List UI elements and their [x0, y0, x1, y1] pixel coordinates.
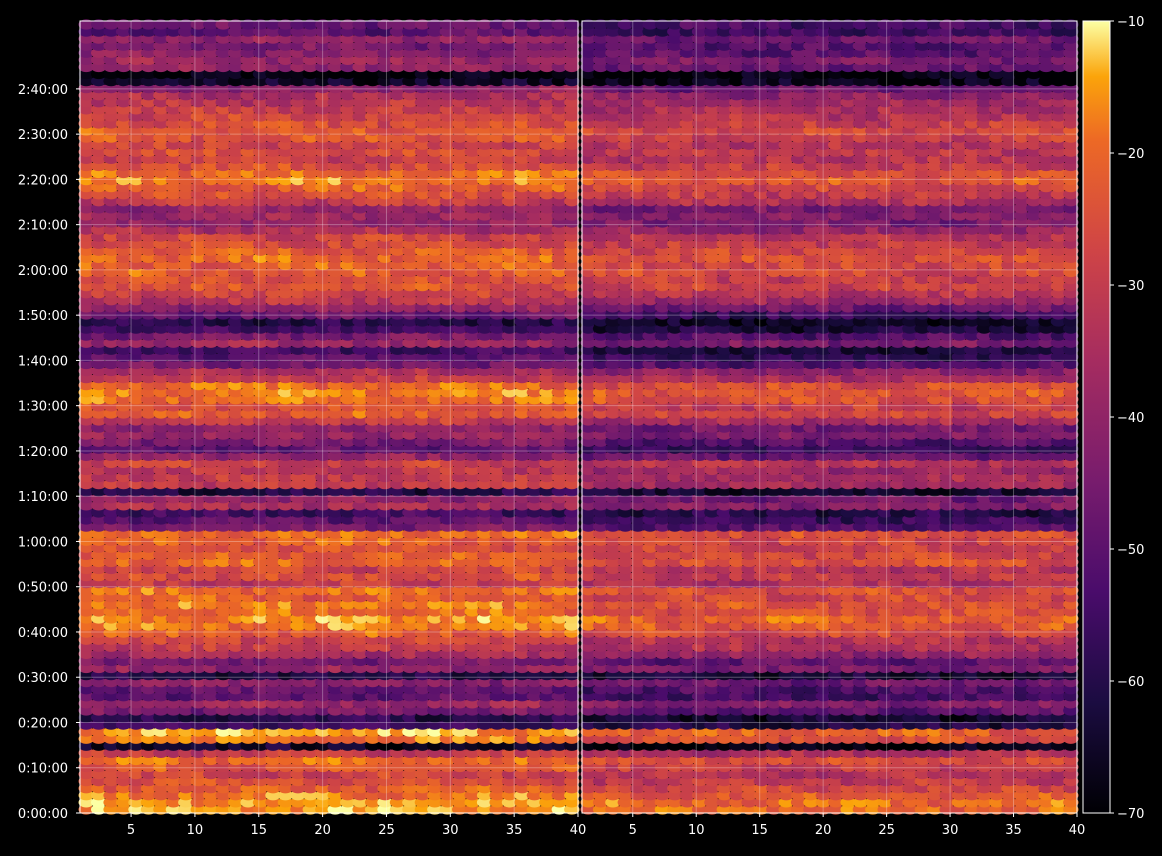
x-axis-left: 5 10 15 20 25 30 35 40	[127, 813, 586, 838]
x-tick-label: 20	[314, 823, 331, 838]
x-tick-label: 15	[250, 823, 267, 838]
x-tick-label: 5	[127, 823, 135, 838]
x-tick-label: 30	[442, 823, 459, 838]
x-tick-label: 35	[506, 823, 523, 838]
x-tick-label: 40	[570, 823, 587, 838]
heatmap-panel-left: 5 10 15 20 25 30 35 40	[79, 19, 587, 838]
x-tick-label: 25	[378, 823, 395, 838]
x-tick-label: 10	[187, 823, 204, 838]
